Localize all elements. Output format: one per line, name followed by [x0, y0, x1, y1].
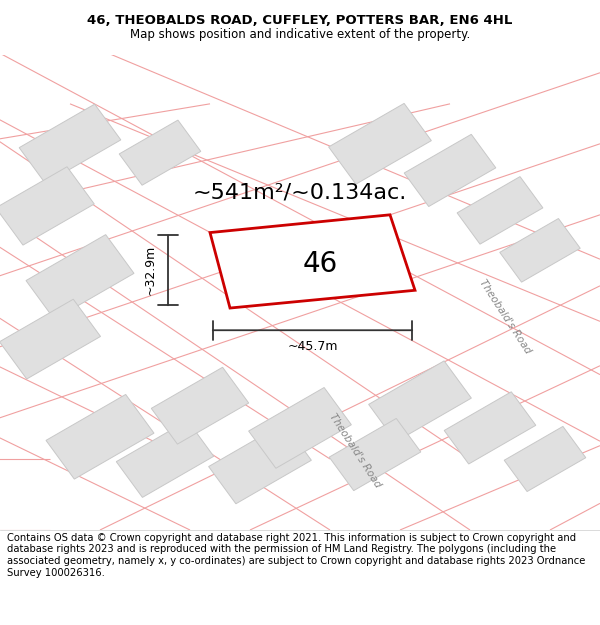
Polygon shape [0, 167, 94, 245]
Polygon shape [19, 104, 121, 183]
Polygon shape [119, 120, 201, 185]
Polygon shape [444, 392, 536, 464]
Text: Theobald's Road: Theobald's Road [327, 411, 383, 489]
Text: 46: 46 [302, 249, 338, 278]
Polygon shape [329, 103, 431, 184]
Polygon shape [26, 234, 134, 319]
Polygon shape [46, 394, 154, 479]
Polygon shape [368, 361, 472, 442]
Polygon shape [457, 177, 543, 244]
Text: ~541m²/~0.134ac.: ~541m²/~0.134ac. [193, 182, 407, 203]
Polygon shape [404, 134, 496, 206]
Text: Theobald's Road: Theobald's Road [477, 278, 533, 356]
Text: 46, THEOBALDS ROAD, CUFFLEY, POTTERS BAR, EN6 4HL: 46, THEOBALDS ROAD, CUFFLEY, POTTERS BAR… [88, 14, 512, 27]
Polygon shape [209, 423, 311, 504]
Polygon shape [210, 215, 415, 308]
Text: Map shows position and indicative extent of the property.: Map shows position and indicative extent… [130, 28, 470, 41]
Text: ~32.9m: ~32.9m [143, 245, 157, 296]
Polygon shape [500, 219, 580, 282]
Polygon shape [504, 426, 586, 491]
Text: ~45.7m: ~45.7m [287, 340, 338, 352]
Polygon shape [116, 421, 214, 498]
Polygon shape [329, 418, 421, 491]
Polygon shape [151, 368, 249, 444]
Polygon shape [0, 299, 101, 379]
Polygon shape [248, 388, 352, 468]
Text: Contains OS data © Crown copyright and database right 2021. This information is : Contains OS data © Crown copyright and d… [7, 533, 586, 578]
